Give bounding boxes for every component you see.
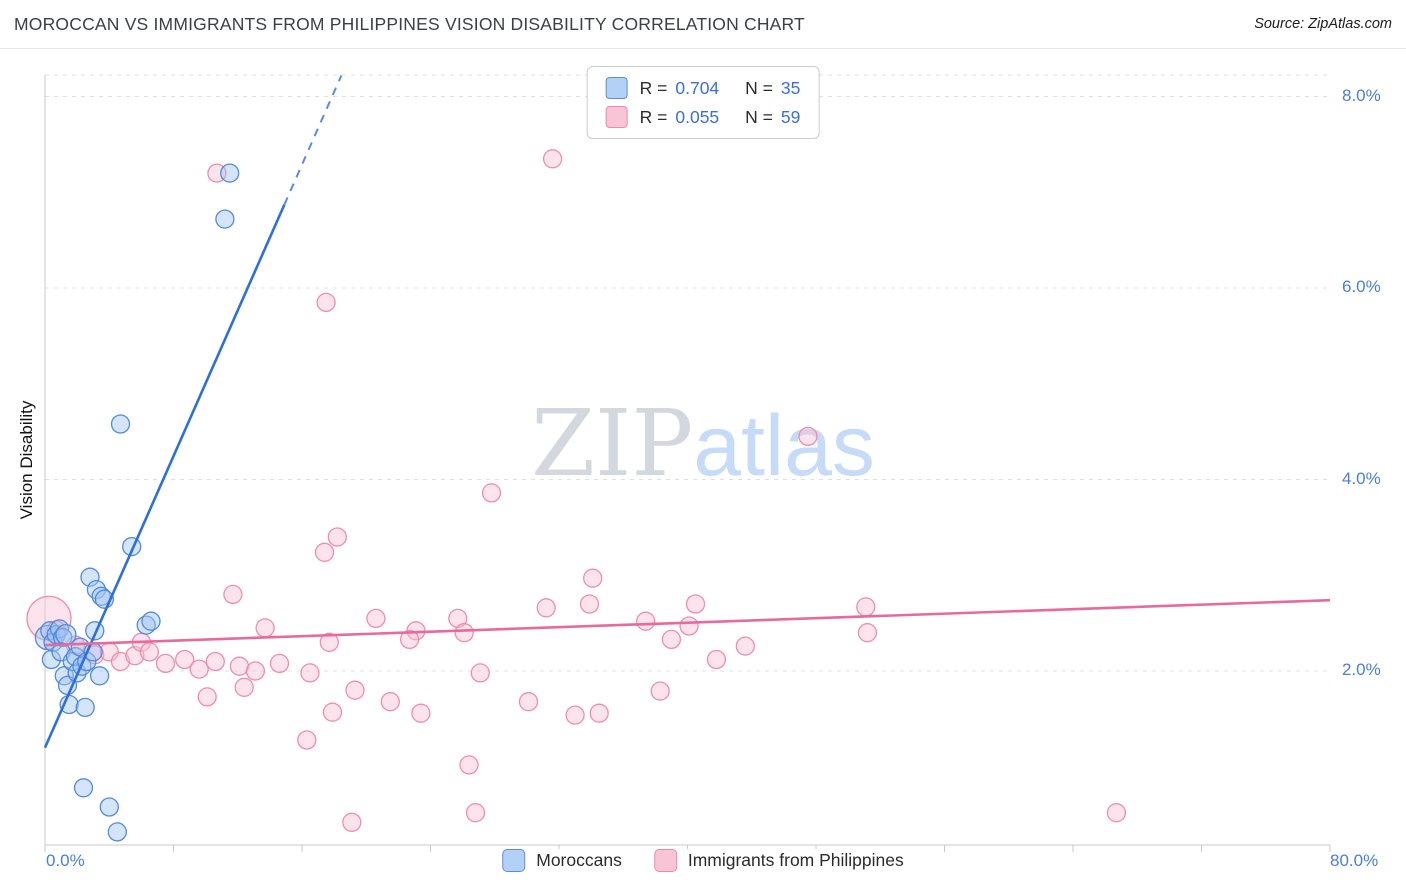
legend-row-moroccans: R = 0.704 N = 35 [605,77,801,99]
legend-label-philippines: Immigrants from Philippines [687,850,904,870]
moroccans-color-swatch [502,849,526,872]
page-title: MOROCCAN VS IMMIGRANTS FROM PHILIPPINES … [14,13,805,34]
y-tick-label: 6.0% [1342,277,1381,297]
source-label: Source: ZipAtlas.com [1254,16,1392,32]
r-value: 0.055 [675,106,720,127]
y-tick-label: 2.0% [1342,660,1381,680]
philippines-color-swatch [653,849,677,872]
r-label: R = [639,77,668,98]
legend-item-moroccans: Moroccans [502,849,622,872]
philippines-swatch [605,106,628,128]
series-legend: Moroccans Immigrants from Philippines [492,849,914,872]
x-axis-min-label: 0.0% [46,851,85,870]
r-value: 0.704 [675,77,720,98]
n-label: N = [745,77,773,98]
correlation-legend: R = 0.704 N = 35 R = 0.055 N = 59 [586,66,820,139]
n-value: 35 [780,77,801,98]
header: MOROCCAN VS IMMIGRANTS FROM PHILIPPINES … [0,0,1406,49]
legend-label-moroccans: Moroccans [536,850,622,870]
n-value: 59 [780,106,801,127]
y-tick-label: 8.0% [1342,85,1381,105]
legend-row-philippines: R = 0.055 N = 59 [605,106,801,128]
y-axis-title: Vision Disability [17,400,36,520]
y-tick-label: 4.0% [1342,468,1381,488]
n-label: N = [745,106,773,127]
r-label: R = [639,106,668,127]
x-axis-max-label: 80.0% [1330,851,1379,870]
moroccans-swatch [605,77,628,99]
legend-item-philippines: Immigrants from Philippines [653,849,904,872]
